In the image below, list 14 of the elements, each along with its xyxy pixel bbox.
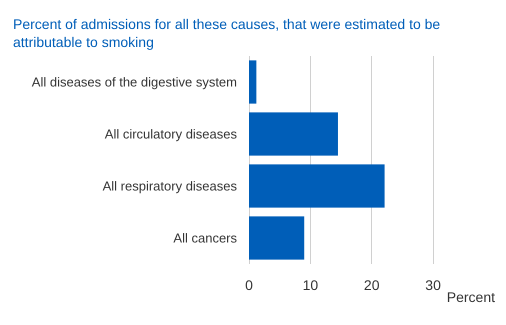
x-tick-label: 20 (364, 277, 380, 293)
bar (249, 60, 256, 104)
x-tick-label: 30 (425, 277, 442, 293)
y-tick-label: All cancers (173, 230, 238, 246)
y-tick-label: All circulatory diseases (104, 126, 238, 142)
x-axis-title: Percent (446, 289, 496, 305)
chart-title: Percent of admissions for all these causes, that were estimated to be attributable to smoking (13, 16, 444, 50)
x-tick-label: 0 (245, 277, 254, 293)
y-tick-label: All respiratory diseases (102, 178, 238, 194)
x-tick-label: 10 (302, 277, 318, 293)
bar (249, 216, 304, 260)
bar (249, 164, 385, 208)
bar (249, 112, 338, 156)
y-tick-label: All diseases of the digestive system (32, 74, 237, 90)
